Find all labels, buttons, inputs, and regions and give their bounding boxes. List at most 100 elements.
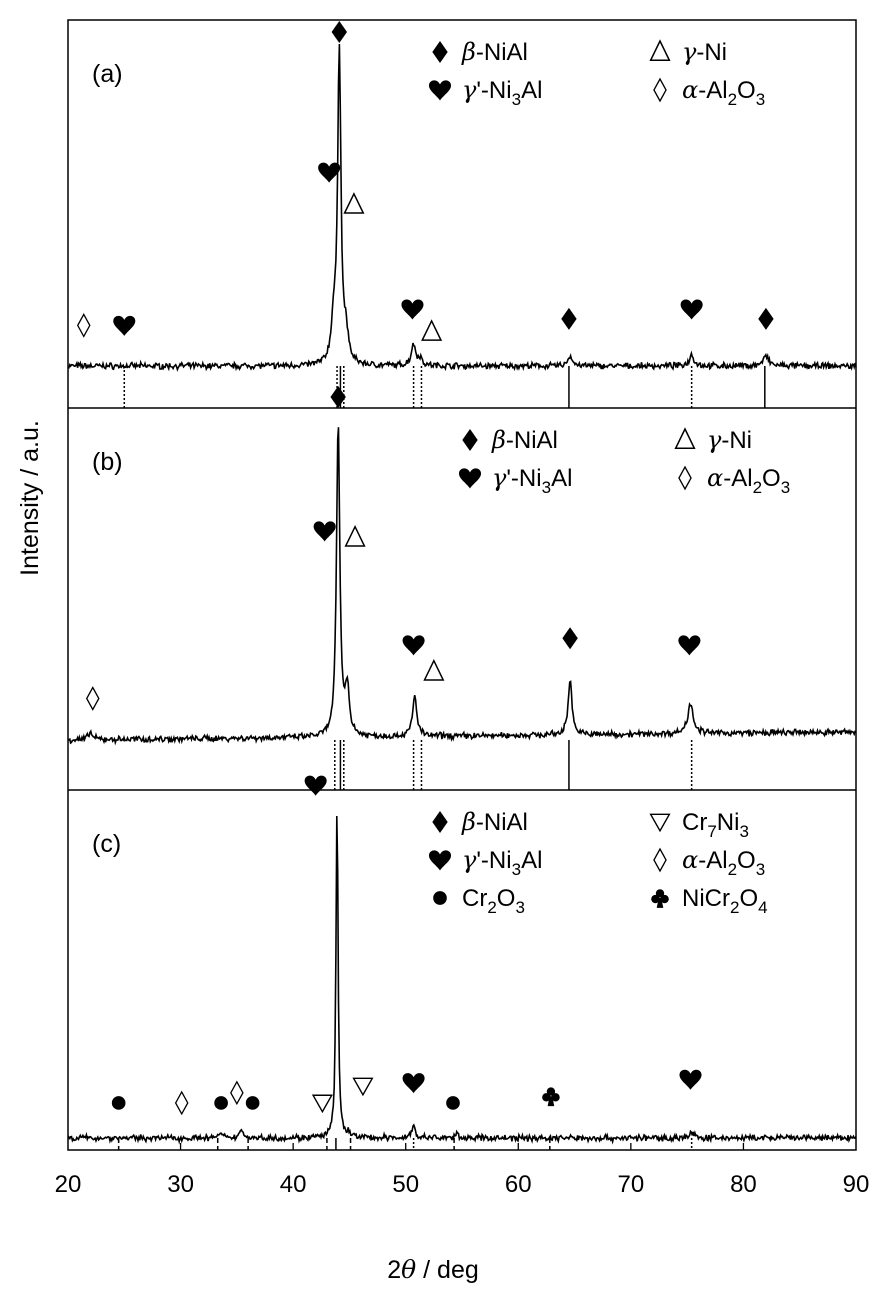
legend-symbol-tri [649,813,671,833]
legend-label: γ'-Ni3Al [462,76,542,109]
legend-text: -Al [698,77,727,104]
x-axis-label: 2θ / deg [387,1255,479,1284]
legend-label: Cr2O3 [462,885,525,917]
peak-marker-diamond [562,627,578,650]
y-axis-label: Intensity / a.u. [16,420,44,576]
legend-text: Cr [462,885,487,912]
legend-text-tail: O [737,847,756,874]
peak-marker-dot [446,1096,460,1110]
legend-symbol-odiamond [653,77,667,103]
legend-item: γ-Ni [649,38,727,66]
panel-label: (c) [92,830,121,858]
x-axis: 20 30 40 50 60 70 80 90 [55,1143,869,1198]
peak-marker-heart [402,1073,425,1094]
legend-label: Cr7Ni3 [682,809,749,841]
legend-item: Cr2O3 [433,885,525,917]
legend-subscript: 3 [756,860,765,879]
legend-label: β-NiAl [491,426,558,454]
legend-greek: α [707,464,723,492]
legend-subscript: 3 [756,90,765,109]
legend-item: β-NiAl [462,426,558,454]
x-tick-label: 20 [55,1171,82,1198]
legend-item: α-Al2O3 [653,846,765,879]
pattern-trace-b [67,427,857,746]
legend-symbol-delta [674,427,696,449]
legend-greek: β [461,808,476,836]
peak-marker-diamond [330,386,346,408]
legend-symbol-heart [428,80,452,101]
x-tick-label: 30 [167,1171,194,1198]
legend-subscript: 7 [707,822,716,841]
legend-label: γ'-Ni3Al [462,846,542,879]
peak-marker-delta [344,524,366,547]
legend-subscript: 2 [730,898,739,917]
legend-subscript: 2 [728,860,737,879]
legend-text: '-Ni [476,847,511,874]
panels: (a)β-NiAlγ'-Ni3Alγ-Niα-Al2O3(b)β-NiAlγ'-… [67,21,857,1150]
legend-text-tail: O [762,465,781,492]
legend-text: -Al [723,465,752,492]
legend-text: '-Ni [506,465,541,492]
legend-text: NiCr [682,885,730,912]
legend-item: β-NiAl [432,38,528,66]
legend-symbol-dot [433,891,447,905]
pattern-trace-a [67,43,857,372]
legend-text: -NiAl [476,39,528,66]
legend-subscript: 4 [758,898,767,917]
x-tick-label: 40 [280,1171,307,1198]
legend-text: -NiAl [506,427,558,454]
legend-greek: α [682,76,698,104]
legend-label: NiCr2O4 [682,885,768,917]
peak-marker-heart [402,635,425,656]
x-tick-label: 50 [392,1171,419,1198]
peak-marker-odiamond [230,1080,244,1106]
legend-text-tail: O [497,885,516,912]
legend-symbol-diamond [432,41,448,63]
legend-symbol-diamond [462,429,478,451]
x-tick-label: 70 [618,1171,645,1198]
legend-item: α-Al2O3 [678,464,790,497]
legend-subscript: 2 [753,478,762,497]
legend-greek: β [461,38,476,66]
legend-text: -Ni [721,427,752,454]
legend-label: β-NiAl [461,38,528,66]
peak-marker-tri [352,1077,374,1097]
legend-text-tail: O [739,885,758,912]
peak-marker-dot [245,1096,260,1110]
legend-label: γ-Ni [707,426,752,454]
peak-marker-heart [678,635,701,656]
legend-greek: γ [462,846,477,874]
legend-item: β-NiAl [432,808,528,836]
legend-text: Cr [682,809,707,836]
peak-marker-heart [680,299,703,320]
peak-marker-diamond [331,21,347,43]
peak-marker-heart [679,1069,702,1090]
legend-text-tail: Al [521,77,542,104]
legend-subscript: 2 [728,90,737,109]
legend-symbol-club [651,889,669,908]
x-axis-label-prefix: 2 [387,1256,401,1284]
peak-marker-delta [423,658,445,681]
peak-marker-tri [311,1094,333,1114]
legend-greek: γ [707,426,722,454]
plot-border [67,19,857,1151]
legend-text: -Ni [696,39,727,66]
x-tick-label: 80 [730,1171,757,1198]
legend-text-tail: O [737,77,756,104]
legend-label: γ-Ni [682,38,727,66]
legend-item: γ'-Ni3Al [458,464,572,497]
panel-label: (a) [92,60,123,88]
legend-text: -Al [698,847,727,874]
peak-marker-diamond [758,307,774,330]
legend-symbol-delta [649,39,671,61]
legend-item: α-Al2O3 [653,76,765,109]
legend-symbol-heart [428,850,452,871]
x-tick-label: 60 [505,1171,532,1198]
x-axis-label-unit: / deg [416,1256,479,1284]
peak-marker-odiamond [76,313,91,338]
legend-subscript: 3 [542,478,551,497]
legend-label: α-Al2O3 [682,76,765,109]
